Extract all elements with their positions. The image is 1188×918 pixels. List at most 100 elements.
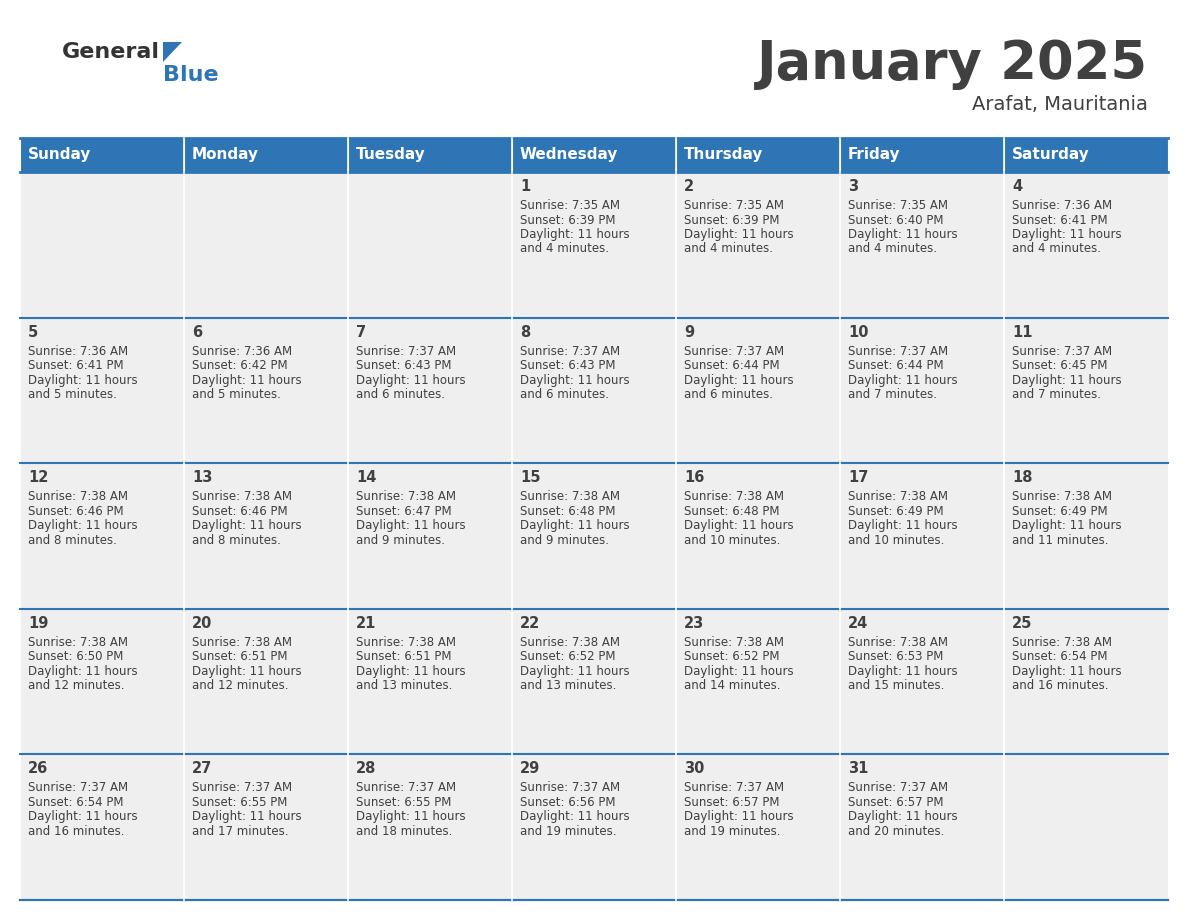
Text: 29: 29 (520, 761, 541, 777)
Text: Sunrise: 7:37 AM: Sunrise: 7:37 AM (1012, 344, 1112, 358)
Text: Daylight: 11 hours: Daylight: 11 hours (848, 374, 958, 386)
Bar (348, 318, 512, 464)
Text: Monday: Monday (192, 148, 259, 162)
Text: 21: 21 (356, 616, 377, 631)
Text: Sunset: 6:52 PM: Sunset: 6:52 PM (684, 650, 779, 664)
Text: 23: 23 (684, 616, 704, 631)
Text: Sunrise: 7:37 AM: Sunrise: 7:37 AM (848, 781, 948, 794)
Text: Sunrise: 7:37 AM: Sunrise: 7:37 AM (192, 781, 292, 794)
Text: Sunset: 6:43 PM: Sunset: 6:43 PM (356, 359, 451, 372)
Text: Sunset: 6:57 PM: Sunset: 6:57 PM (684, 796, 779, 809)
Text: Sunset: 6:51 PM: Sunset: 6:51 PM (192, 650, 287, 664)
Text: and 20 minutes.: and 20 minutes. (848, 825, 944, 838)
Text: Sunset: 6:47 PM: Sunset: 6:47 PM (356, 505, 451, 518)
Text: Sunset: 6:54 PM: Sunset: 6:54 PM (1012, 650, 1107, 664)
Bar (676, 172, 840, 318)
Text: Daylight: 11 hours: Daylight: 11 hours (1012, 228, 1121, 241)
Text: Sunset: 6:46 PM: Sunset: 6:46 PM (192, 505, 287, 518)
Text: Daylight: 11 hours: Daylight: 11 hours (356, 520, 466, 532)
Text: and 19 minutes.: and 19 minutes. (684, 825, 781, 838)
Text: Daylight: 11 hours: Daylight: 11 hours (192, 811, 302, 823)
Text: and 17 minutes.: and 17 minutes. (192, 825, 289, 838)
Bar (512, 138, 676, 172)
Text: Sunset: 6:56 PM: Sunset: 6:56 PM (520, 796, 615, 809)
Text: Sunrise: 7:38 AM: Sunrise: 7:38 AM (29, 636, 128, 649)
Text: and 4 minutes.: and 4 minutes. (684, 242, 773, 255)
Bar (1004, 138, 1168, 172)
Bar (676, 464, 840, 609)
Text: Sunset: 6:44 PM: Sunset: 6:44 PM (684, 359, 779, 372)
Bar (676, 138, 840, 172)
Text: and 4 minutes.: and 4 minutes. (1012, 242, 1101, 255)
Text: Daylight: 11 hours: Daylight: 11 hours (848, 228, 958, 241)
Bar (184, 138, 348, 172)
Text: Daylight: 11 hours: Daylight: 11 hours (1012, 665, 1121, 677)
Text: Sunset: 6:55 PM: Sunset: 6:55 PM (192, 796, 287, 809)
Text: and 7 minutes.: and 7 minutes. (1012, 388, 1101, 401)
Text: Daylight: 11 hours: Daylight: 11 hours (848, 665, 958, 677)
Text: 25: 25 (1012, 616, 1032, 631)
Text: and 6 minutes.: and 6 minutes. (356, 388, 446, 401)
Bar (348, 464, 512, 609)
Text: Daylight: 11 hours: Daylight: 11 hours (520, 520, 630, 532)
Bar (20, 609, 184, 755)
Text: Sunrise: 7:38 AM: Sunrise: 7:38 AM (684, 636, 784, 649)
Text: 26: 26 (29, 761, 49, 777)
Text: Daylight: 11 hours: Daylight: 11 hours (848, 811, 958, 823)
Text: and 5 minutes.: and 5 minutes. (192, 388, 280, 401)
Text: Sunrise: 7:37 AM: Sunrise: 7:37 AM (684, 781, 784, 794)
Text: and 13 minutes.: and 13 minutes. (520, 679, 617, 692)
Text: Daylight: 11 hours: Daylight: 11 hours (1012, 520, 1121, 532)
Text: 8: 8 (520, 325, 530, 340)
Text: Arafat, Mauritania: Arafat, Mauritania (972, 95, 1148, 114)
Text: Daylight: 11 hours: Daylight: 11 hours (192, 665, 302, 677)
Text: 4: 4 (1012, 179, 1022, 194)
Text: General: General (62, 42, 160, 62)
Text: and 6 minutes.: and 6 minutes. (684, 388, 773, 401)
Text: 22: 22 (520, 616, 541, 631)
Text: 12: 12 (29, 470, 49, 486)
Bar (840, 755, 1004, 900)
Text: and 8 minutes.: and 8 minutes. (29, 533, 116, 547)
Text: Sunset: 6:55 PM: Sunset: 6:55 PM (356, 796, 451, 809)
Text: and 10 minutes.: and 10 minutes. (848, 533, 944, 547)
Text: 11: 11 (1012, 325, 1032, 340)
Text: Sunrise: 7:35 AM: Sunrise: 7:35 AM (520, 199, 620, 212)
Text: 2: 2 (684, 179, 694, 194)
Bar (184, 318, 348, 464)
Text: and 8 minutes.: and 8 minutes. (192, 533, 280, 547)
Text: and 12 minutes.: and 12 minutes. (192, 679, 289, 692)
Text: 30: 30 (684, 761, 704, 777)
Text: Daylight: 11 hours: Daylight: 11 hours (684, 520, 794, 532)
Text: Daylight: 11 hours: Daylight: 11 hours (848, 520, 958, 532)
Text: Daylight: 11 hours: Daylight: 11 hours (29, 520, 138, 532)
Bar (512, 464, 676, 609)
Text: Saturday: Saturday (1012, 148, 1089, 162)
Bar (840, 318, 1004, 464)
Text: Sunset: 6:51 PM: Sunset: 6:51 PM (356, 650, 451, 664)
Text: Sunset: 6:41 PM: Sunset: 6:41 PM (1012, 214, 1107, 227)
Text: Sunrise: 7:38 AM: Sunrise: 7:38 AM (520, 490, 620, 503)
Bar (20, 138, 184, 172)
Bar (512, 755, 676, 900)
Bar (348, 172, 512, 318)
Text: Sunrise: 7:36 AM: Sunrise: 7:36 AM (192, 344, 292, 358)
Text: 27: 27 (192, 761, 213, 777)
Text: Thursday: Thursday (684, 148, 764, 162)
Text: Sunset: 6:46 PM: Sunset: 6:46 PM (29, 505, 124, 518)
Text: and 14 minutes.: and 14 minutes. (684, 679, 781, 692)
Text: and 19 minutes.: and 19 minutes. (520, 825, 617, 838)
Text: and 11 minutes.: and 11 minutes. (1012, 533, 1108, 547)
Text: Sunset: 6:42 PM: Sunset: 6:42 PM (192, 359, 287, 372)
Text: 17: 17 (848, 470, 868, 486)
Bar (840, 609, 1004, 755)
Text: Sunset: 6:49 PM: Sunset: 6:49 PM (1012, 505, 1107, 518)
Bar (1004, 464, 1168, 609)
Text: Sunset: 6:41 PM: Sunset: 6:41 PM (29, 359, 124, 372)
Bar (512, 318, 676, 464)
Text: and 16 minutes.: and 16 minutes. (29, 825, 125, 838)
Text: 13: 13 (192, 470, 213, 486)
Text: January 2025: January 2025 (757, 38, 1148, 90)
Text: and 7 minutes.: and 7 minutes. (848, 388, 937, 401)
Text: Sunset: 6:48 PM: Sunset: 6:48 PM (684, 505, 779, 518)
